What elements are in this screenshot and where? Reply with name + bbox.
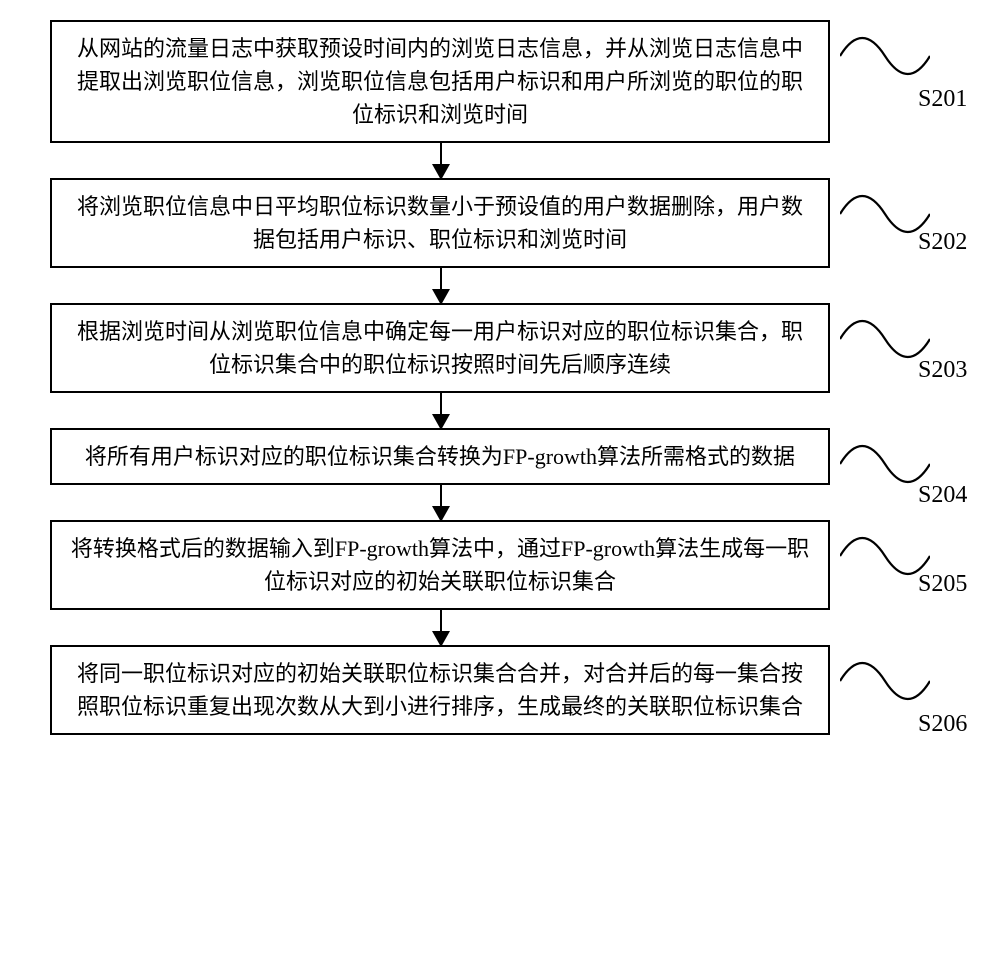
connector-wave-icon xyxy=(840,651,930,711)
step-box: 将所有用户标识对应的职位标识集合转换为FP-growth算法所需格式的数据 xyxy=(50,428,830,485)
step-label-area: S202 xyxy=(840,184,930,244)
step-id-label: S206 xyxy=(918,711,967,738)
connector-wave-icon xyxy=(840,26,930,86)
flow-step: 将所有用户标识对应的职位标识集合转换为FP-growth算法所需格式的数据S20… xyxy=(30,428,970,485)
connector-wave-icon xyxy=(840,526,930,586)
step-box: 将同一职位标识对应的初始关联职位标识集合合并，对合并后的每一集合按照职位标识重复… xyxy=(50,645,830,735)
step-box: 从网站的流量日志中获取预设时间内的浏览日志信息，并从浏览日志信息中提取出浏览职位… xyxy=(50,20,830,143)
step-box: 将转换格式后的数据输入到FP-growth算法中，通过FP-growth算法生成… xyxy=(50,520,830,610)
flow-step: 将同一职位标识对应的初始关联职位标识集合合并，对合并后的每一集合按照职位标识重复… xyxy=(30,645,970,735)
flow-step: 将浏览职位信息中日平均职位标识数量小于预设值的用户数据删除，用户数据包括用户标识… xyxy=(30,178,970,268)
step-id-label: S202 xyxy=(918,229,967,256)
flow-step: 将转换格式后的数据输入到FP-growth算法中，通过FP-growth算法生成… xyxy=(30,520,970,610)
step-id-label: S201 xyxy=(918,86,967,113)
flowchart-container: 从网站的流量日志中获取预设时间内的浏览日志信息，并从浏览日志信息中提取出浏览职位… xyxy=(30,20,970,735)
step-label-area: S205 xyxy=(840,526,930,586)
flow-arrow-icon xyxy=(440,268,442,303)
step-label-area: S204 xyxy=(840,434,930,494)
flow-arrow-icon xyxy=(440,610,442,645)
flow-step: 从网站的流量日志中获取预设时间内的浏览日志信息，并从浏览日志信息中提取出浏览职位… xyxy=(30,20,970,143)
connector-wave-icon xyxy=(840,309,930,369)
step-box: 将浏览职位信息中日平均职位标识数量小于预设值的用户数据删除，用户数据包括用户标识… xyxy=(50,178,830,268)
step-id-label: S205 xyxy=(918,571,967,598)
step-id-label: S203 xyxy=(918,357,967,384)
flow-arrow-icon xyxy=(440,143,442,178)
step-label-area: S201 xyxy=(840,26,930,86)
step-id-label: S204 xyxy=(918,482,967,509)
connector-wave-icon xyxy=(840,434,930,494)
connector-wave-icon xyxy=(840,184,930,244)
flow-step: 根据浏览时间从浏览职位信息中确定每一用户标识对应的职位标识集合，职位标识集合中的… xyxy=(30,303,970,393)
flow-arrow-icon xyxy=(440,393,442,428)
step-box: 根据浏览时间从浏览职位信息中确定每一用户标识对应的职位标识集合，职位标识集合中的… xyxy=(50,303,830,393)
step-label-area: S203 xyxy=(840,309,930,369)
flow-arrow-icon xyxy=(440,485,442,520)
step-label-area: S206 xyxy=(840,651,930,711)
